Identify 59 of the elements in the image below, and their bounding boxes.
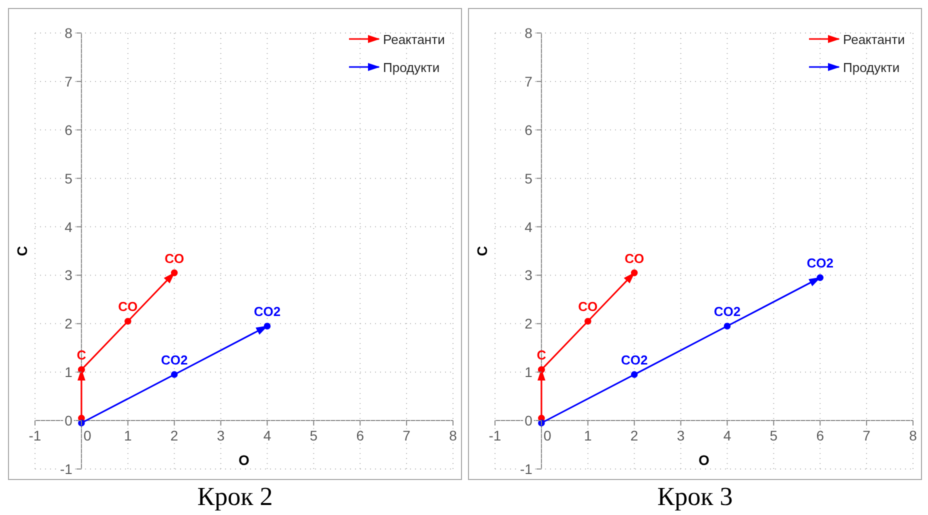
y-tick-label: 3: [524, 267, 533, 284]
y-tick-label: 1: [64, 364, 73, 380]
x-axis-title: O: [238, 452, 250, 468]
x-tick-label: 1: [124, 428, 132, 444]
y-tick-label: 2: [524, 316, 533, 332]
y-tick-label: 6: [64, 122, 73, 138]
annotation: CO: [164, 250, 184, 266]
x-tick-label: 2: [630, 428, 638, 444]
y-axis-title: C: [14, 246, 30, 256]
y-tick-label: 4: [524, 218, 533, 235]
x-tick-label: 4: [723, 428, 732, 444]
annotation: CO: [578, 299, 598, 314]
y-tick-label: 7: [64, 73, 73, 90]
annotation: CO: [624, 250, 644, 266]
y-tick-label: 1: [524, 364, 533, 380]
x-tick-label: 2: [170, 428, 178, 444]
legend-label: Реактанти: [843, 32, 905, 47]
legend-label: Реактанти: [383, 32, 445, 47]
annotation: CO2: [160, 352, 188, 368]
legend-label: Продукти: [383, 60, 440, 75]
text: Крок 3: [656, 482, 734, 512]
x-tick-label: 8: [449, 428, 458, 444]
x-tick-label: 5: [310, 428, 318, 444]
y-tick-label: -1: [60, 461, 73, 477]
y-tick-label: 2: [64, 316, 73, 332]
y-tick-label: 6: [524, 122, 533, 138]
x-tick-label: 6: [816, 428, 824, 444]
x-tick-label: 1: [584, 428, 592, 444]
legend-label: Продукти: [843, 60, 900, 75]
y-tick-label: 7: [524, 73, 533, 90]
x-tick-label: 7: [862, 428, 871, 444]
x-tick-label: 7: [402, 428, 411, 444]
y-tick-label: -1: [520, 461, 533, 477]
y-tick-label: 5: [64, 170, 73, 186]
x-tick-label: 3: [216, 428, 225, 444]
x-tick-label: 6: [356, 428, 364, 444]
x-tick-label: 4: [263, 428, 272, 444]
annotation: C: [536, 348, 547, 363]
annotation: CO2: [254, 304, 281, 320]
x-tick-label: 0: [84, 428, 92, 444]
x-tick-label: -1: [28, 428, 42, 444]
text: Крок 2: [196, 482, 274, 512]
y-tick-label: 8: [64, 25, 73, 41]
y-tick-label: 5: [524, 170, 533, 186]
x-tick-label: 3: [676, 428, 685, 444]
x-tick-label: 0: [544, 428, 552, 444]
x-tick-label: 8: [909, 428, 918, 444]
y-tick-label: 4: [64, 218, 73, 235]
y-axis-title: C: [474, 246, 490, 256]
x-axis-title: O: [698, 452, 710, 468]
annotation: CO2: [714, 304, 741, 320]
annotation: C: [76, 348, 87, 363]
x-tick-label: -1: [488, 428, 502, 444]
y-tick-label: 3: [64, 267, 73, 284]
x-tick-label: 5: [770, 428, 778, 444]
annotation: CO2: [806, 256, 834, 271]
annotation: CO2: [620, 352, 648, 368]
y-tick-label: 8: [524, 25, 533, 41]
annotation: CO: [118, 299, 138, 314]
